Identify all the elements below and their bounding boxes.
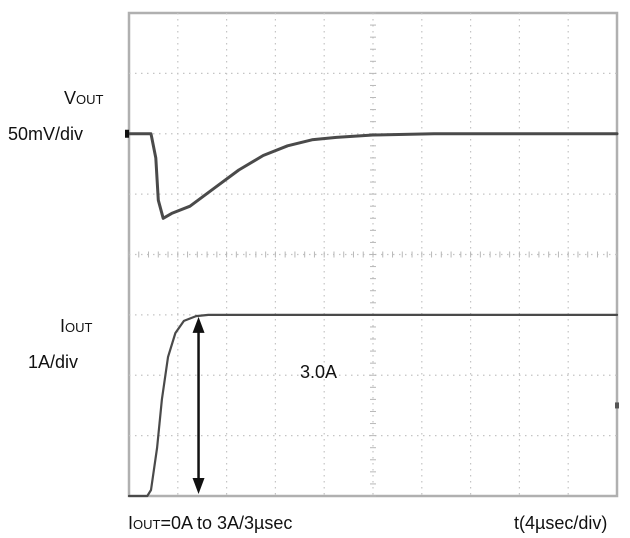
trigger-marker — [615, 402, 619, 409]
vout-name-sub: OUT — [76, 92, 104, 107]
test-condition-main: I — [128, 513, 134, 533]
iout-name-sub: OUT — [65, 320, 93, 335]
iout-scale-label: 1A/div — [28, 352, 79, 372]
markers — [125, 129, 619, 409]
timebase-label: t(4µsec/div) — [514, 513, 608, 533]
vout-scale-label: 50mV/div — [8, 124, 84, 144]
traces — [127, 132, 619, 498]
vout-ground-marker — [125, 129, 129, 138]
iout-channel-label: IOUT — [60, 316, 92, 338]
grid — [128, 12, 618, 497]
arrow-head-top — [192, 316, 205, 333]
arrow-head-bottom — [192, 478, 205, 494]
test-condition-label: IOUT=0A to 3A/3µsec — [128, 513, 292, 535]
iout-trace — [127, 313, 619, 498]
vout-trace — [127, 132, 619, 220]
vout-name-main: V — [64, 88, 77, 108]
test-condition-sub: OUT — [133, 517, 161, 532]
iout-name-main: I — [60, 316, 66, 336]
annotation-arrow — [192, 316, 205, 494]
delta-annotation-label: 3.0A — [300, 362, 338, 382]
test-condition-rest: =0A to 3A/3µsec — [160, 513, 293, 533]
vout-channel-label: VOUT — [64, 88, 103, 110]
